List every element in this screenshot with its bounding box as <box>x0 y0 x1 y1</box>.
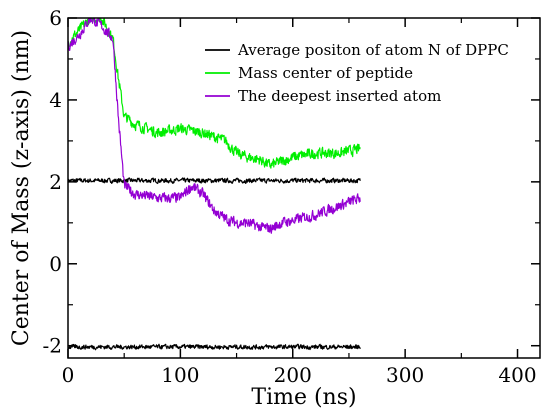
legend-label-2: The deepest inserted atom <box>238 87 441 105</box>
plot-frame <box>67 17 541 359</box>
legend: Average positon of atom N of DPPC Mass ce… <box>205 41 509 105</box>
x-tick-label: 400 <box>498 363 536 387</box>
legend-label-1: Mass center of peptide <box>238 64 413 82</box>
x-tick-label: 0 <box>62 363 75 387</box>
y-tick-label: 2 <box>49 170 62 194</box>
y-tick-label: 0 <box>49 252 62 276</box>
x-tick-label: 200 <box>274 363 312 387</box>
x-axis-title: Time (ns) <box>251 385 356 410</box>
y-tick-label: -2 <box>43 334 62 358</box>
x-tick-label: 300 <box>386 363 424 387</box>
y-tick-label: 6 <box>49 6 62 30</box>
series-line-2 <box>68 18 361 234</box>
series-line-1 <box>68 18 361 169</box>
x-tick-label: 100 <box>161 363 199 387</box>
series-line-0 <box>68 177 361 185</box>
series-line-3 <box>68 343 361 351</box>
y-tick-label: 4 <box>49 88 62 112</box>
legend-label-0: Average positon of atom N of DPPC <box>237 41 509 59</box>
series-layer <box>68 18 361 351</box>
y-axis-title: Center of Mass (z-axis) (nm) <box>9 30 34 346</box>
